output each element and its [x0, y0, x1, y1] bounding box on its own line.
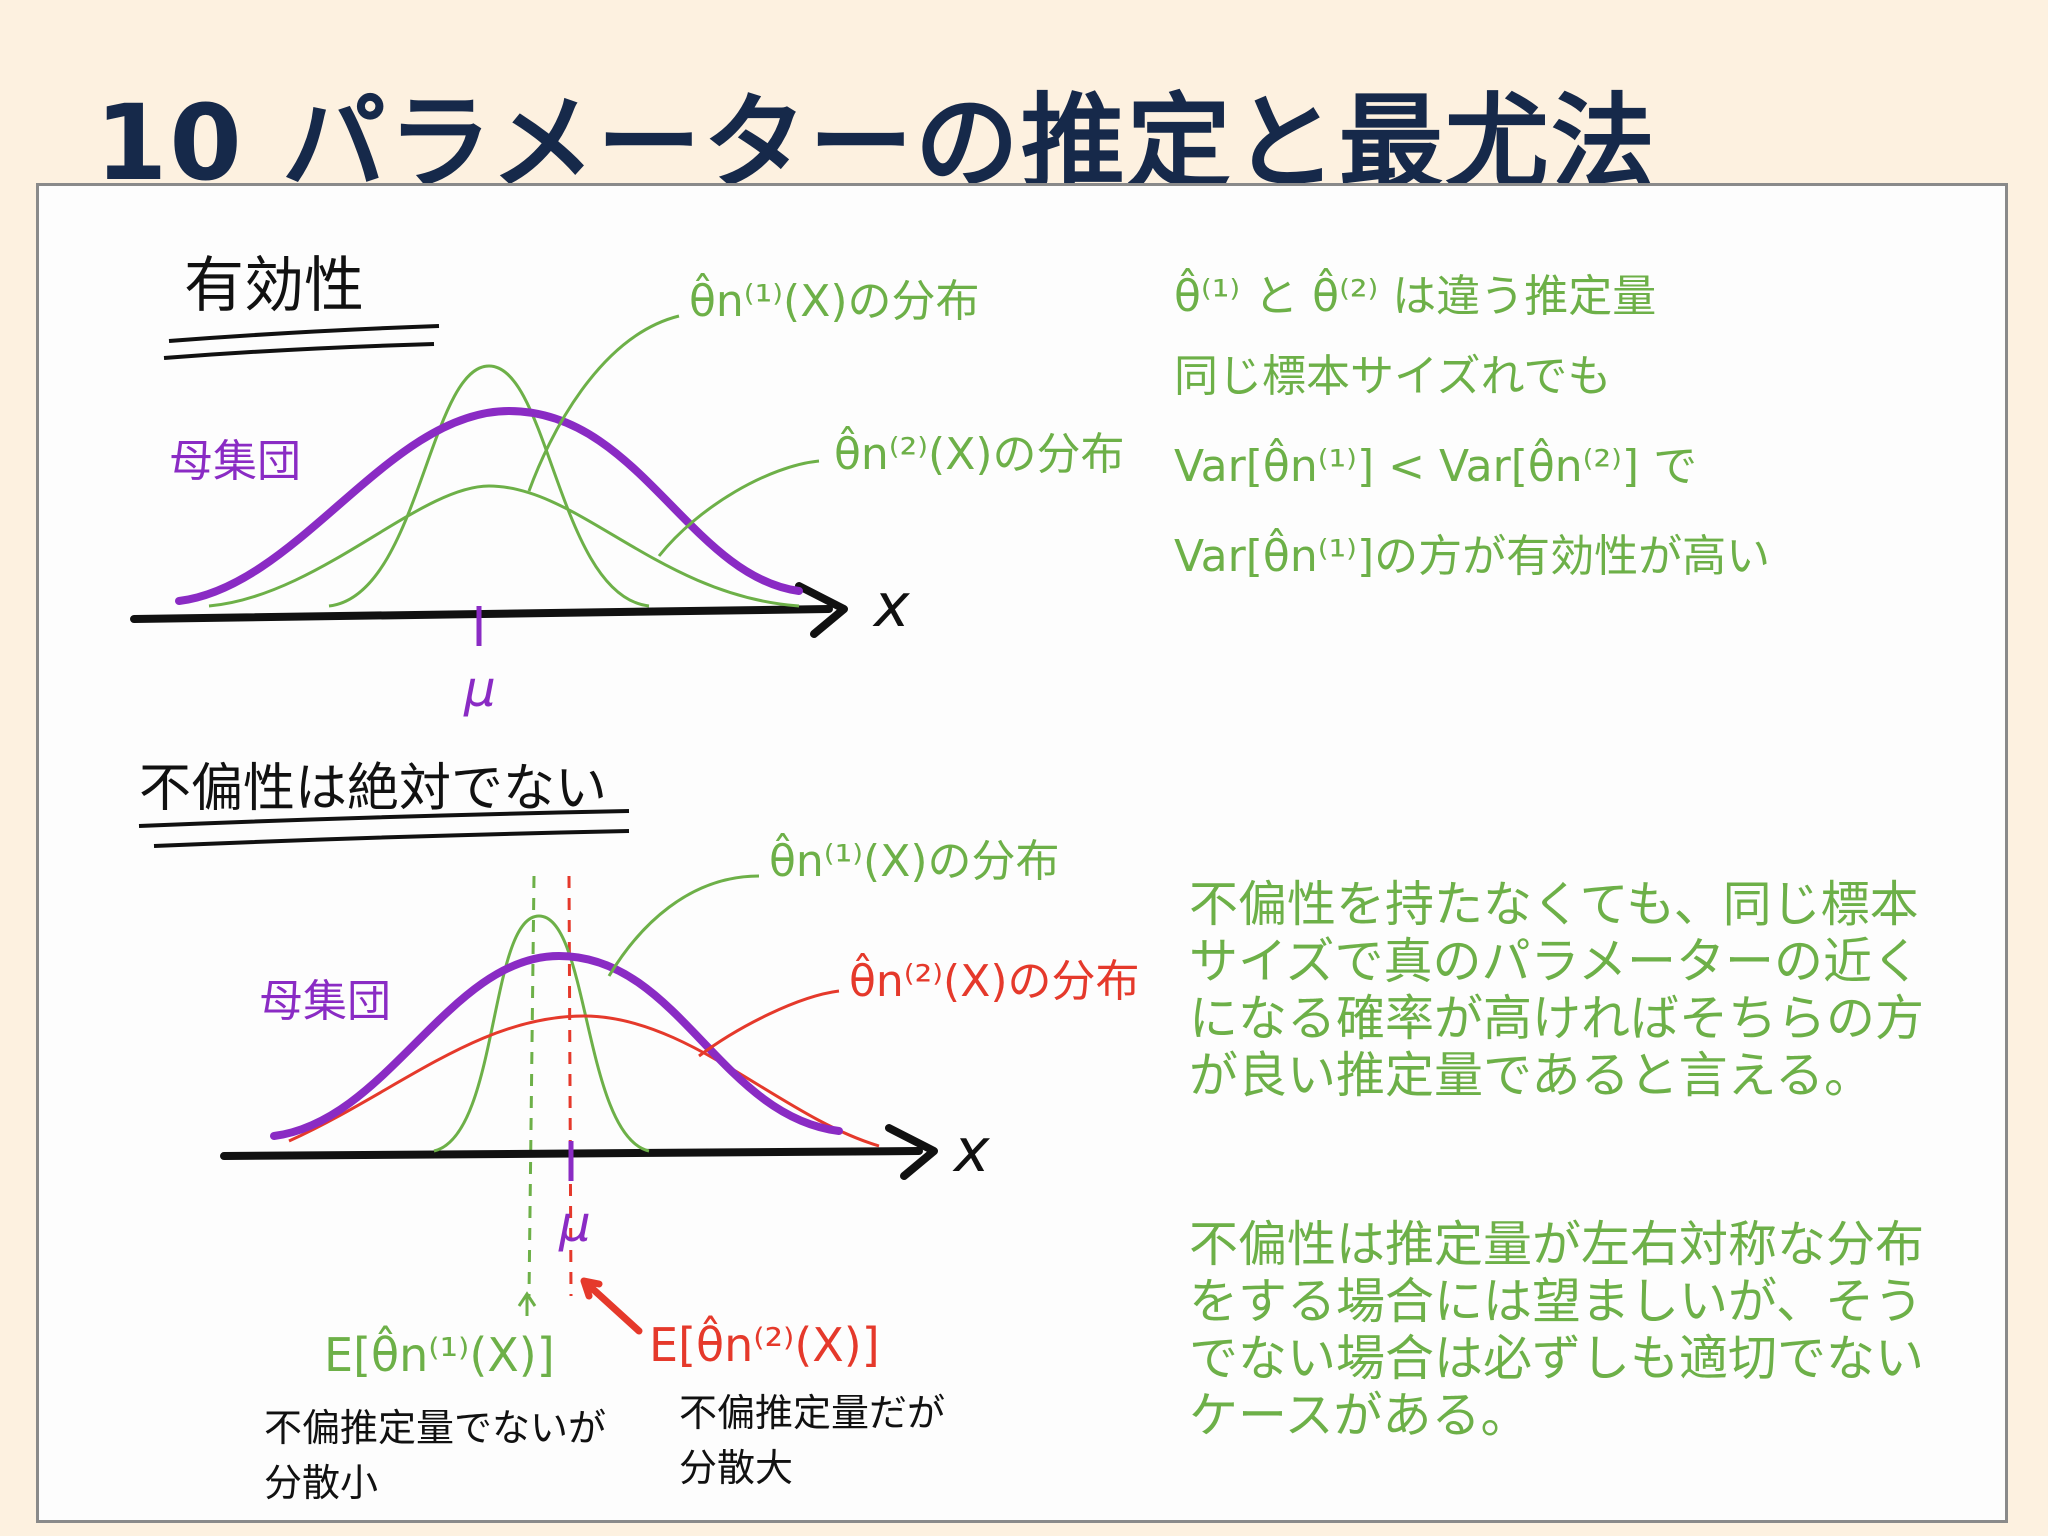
section2-population-label: 母集団 — [259, 976, 391, 1027]
section1-axis-arrowhead — [795, 582, 848, 638]
section1-estimator2-curve — [208, 484, 800, 608]
section1-note-line-4: Var[θ̂n⁽¹⁾]の方が有効性が高い — [1174, 527, 1770, 582]
diagram-canvas: 有効性 母集団 x μ θ̂n⁽¹⁾(X)の分布 θ̂n⁽²⁾(X)の分布 θ̂… — [130, 251, 1770, 1505]
section2-caption2-line-2: 分散大 — [679, 1446, 793, 1490]
section1-note-line-1: θ̂⁽¹⁾ と θ̂⁽²⁾ は違う推定量 — [1174, 267, 1656, 322]
section1-heading: 有効性 — [184, 251, 364, 321]
section2-dist2-label: θ̂n⁽²⁾(X)の分布 — [849, 952, 1140, 1007]
section2-expect1-label: E[θ̂n⁽¹⁾(X)] — [324, 1325, 555, 1382]
section1-mu-label: μ — [463, 660, 496, 718]
section1-note-line-2: 同じ標本サイズれでも — [1174, 351, 1611, 402]
section2-estimator2-curve — [288, 1014, 880, 1148]
section1-population-curve — [175, 406, 803, 605]
section2-caption2-line-1: 不偏推定量だが — [679, 1391, 945, 1435]
section1-dist1-leader — [527, 314, 680, 492]
content-panel: 有効性 母集団 x μ θ̂n⁽¹⁾(X)の分布 θ̂n⁽²⁾(X)の分布 θ̂… — [36, 183, 2008, 1523]
section1-note-line-3: Var[θ̂n⁽¹⁾] < Var[θ̂n⁽²⁾] で — [1174, 437, 1697, 492]
section2-estimator1-curve — [433, 914, 650, 1153]
section1-dist1-label: θ̂n⁽¹⁾(X)の分布 — [689, 272, 980, 327]
section2-mu-label: μ — [558, 1195, 591, 1253]
note-paragraph-1: 不偏性を持たなくても、同じ標本サイズで真のパラメーターの近くになる確率が高ければ… — [1189, 876, 1925, 1104]
section2-caption1-line-2: 分散小 — [264, 1461, 378, 1505]
section2-expect2-dashline — [567, 875, 573, 1297]
section2-dist2-leader — [698, 989, 840, 1058]
section2-expect1-dashline — [527, 875, 536, 1297]
section1-dist2-label: θ̂n⁽²⁾(X)の分布 — [834, 425, 1125, 480]
section2-expect2-label: E[θ̂n⁽²⁾(X)] — [649, 1315, 880, 1372]
section2-axis-label: x — [952, 1116, 990, 1186]
section2-dist1-label: θ̂n⁽¹⁾(X)の分布 — [769, 832, 1060, 887]
section2-population-curve — [270, 951, 843, 1140]
section1-estimator1-curve — [328, 364, 650, 608]
section2-heading: 不偏性は絶対でない — [139, 759, 607, 819]
section2-expect1-arrow — [517, 1291, 537, 1316]
section2-expect2-arrow — [580, 1277, 643, 1335]
section2-caption1-line-1: 不偏推定量でないが — [264, 1406, 606, 1450]
section1-population-label: 母集団 — [169, 436, 301, 487]
section2-axis-arrowhead — [885, 1124, 938, 1180]
section2-underline-2 — [153, 829, 630, 848]
note-paragraph-2: 不偏性は推定量が左右対称な分布をする場合には望ましいが、そうでない場合は必ずしも… — [1189, 1216, 1925, 1444]
section1-underline-1 — [168, 324, 440, 343]
section1-dist2-leader — [657, 459, 820, 557]
section2-underline-1 — [138, 809, 630, 828]
section2-dist1-leader — [607, 874, 760, 977]
section1-axis-label: x — [872, 571, 910, 641]
section1-underline-2 — [163, 342, 435, 360]
